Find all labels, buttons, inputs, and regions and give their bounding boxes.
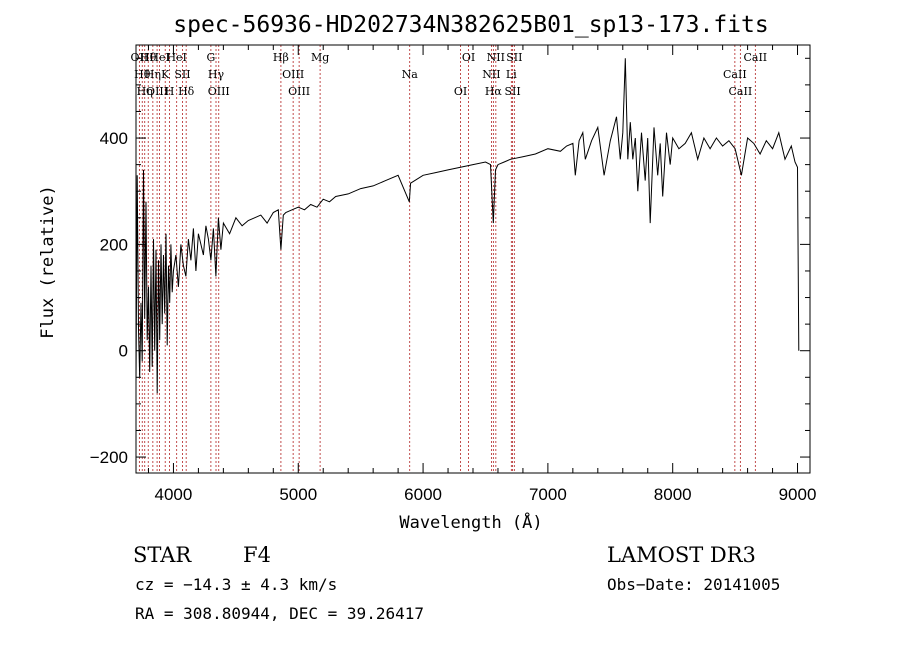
reference-line-label: NII	[487, 51, 505, 64]
reference-line-label: CaII	[743, 51, 767, 64]
reference-line-label: CaII	[723, 68, 747, 81]
reference-line-label: SII	[174, 68, 190, 81]
spectrum-line	[135, 58, 800, 394]
reference-line-label: OI	[454, 85, 467, 98]
reference-line-label: H	[165, 85, 175, 98]
reference-line-label: Mg	[311, 51, 329, 64]
reference-line-label: OII	[131, 51, 149, 64]
reference-line-label: OIII	[288, 85, 310, 98]
reference-line-labels: OIIHθHηHθHηOIIIHeIKHHeISIIHδGHγOIIIHβOII…	[131, 51, 768, 98]
reference-line-label: HeI	[149, 51, 169, 64]
reference-line-label: OIII	[146, 85, 168, 98]
reference-line-label: CaII	[729, 85, 753, 98]
reference-line-label: Hθ	[134, 68, 151, 81]
reference-line-label: Hη	[145, 68, 161, 81]
reference-line-label: Hγ	[208, 68, 225, 81]
x-tick-label: 4000	[155, 485, 193, 504]
y-axis-label: Flux (relative)	[38, 185, 58, 339]
object-subclass: F4	[243, 543, 271, 567]
reference-line-label: G	[206, 51, 215, 64]
reference-line-label: Na	[402, 68, 419, 81]
y-axis-ticks: −200 0 200 400	[90, 57, 810, 467]
y-tick-label: 0	[119, 342, 128, 361]
reference-line-label: HeI	[166, 51, 186, 64]
y-tick-label: −200	[90, 448, 128, 467]
obs-date: Obs−Date: 20141005	[607, 575, 780, 594]
coordinates-readout: RA = 308.80944, DEC = 39.26417	[135, 604, 424, 623]
x-tick-label: 6000	[404, 485, 442, 504]
reference-lines	[138, 45, 756, 473]
x-axis-ticks: 4000 5000 6000 7000 8000 9000	[147, 45, 817, 504]
reference-line-label: K	[161, 68, 170, 81]
reference-line-label: SII	[504, 85, 520, 98]
x-tick-label: 9000	[779, 485, 817, 504]
redshift-readout: cz = −14.3 ± 4.3 km/s	[135, 575, 337, 594]
x-tick-label: 5000	[279, 485, 317, 504]
reference-line-label: Hη	[137, 85, 153, 98]
reference-line-label: NII	[482, 68, 500, 81]
x-axis-label: Wavelength (Å)	[399, 511, 542, 533]
plot-frame	[135, 44, 811, 474]
object-class: STAR	[133, 543, 192, 567]
y-tick-label: 200	[100, 235, 128, 254]
reference-line-label: OIII	[282, 68, 304, 81]
reference-line-label: Hδ	[178, 85, 195, 98]
reference-line-label: SII	[506, 51, 522, 64]
reference-line-label: Hθ	[140, 51, 157, 64]
x-tick-label: 7000	[529, 485, 567, 504]
chart-title: spec-56936-HD202734N382625B01_sp13-173.f…	[173, 12, 768, 38]
survey-name: LAMOST DR3	[607, 543, 756, 567]
reference-line-label: Li	[506, 68, 517, 81]
x-tick-label: 8000	[654, 485, 692, 504]
reference-line-label: OI	[462, 51, 475, 64]
reference-line-label: Hβ	[273, 51, 289, 64]
reference-line-label: Hα	[485, 85, 503, 98]
y-tick-label: 400	[100, 129, 128, 148]
reference-line-label: OIII	[208, 85, 230, 98]
